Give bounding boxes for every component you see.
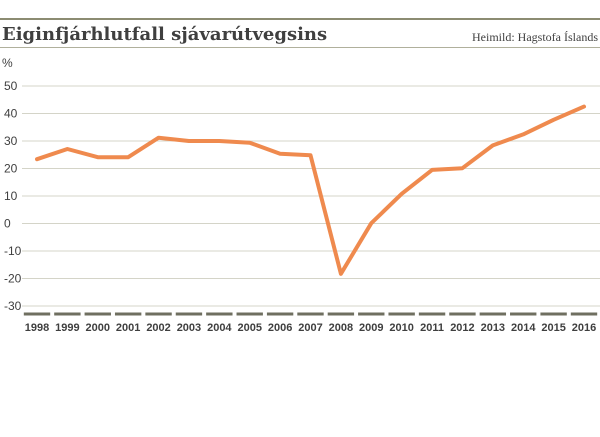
data-point: [310, 154, 311, 156]
y-tick-labels: 50 40 30 20 10 0 -10 -20 -30: [4, 79, 22, 313]
x-tick-label: 2011: [420, 322, 444, 334]
data-point: [583, 106, 585, 108]
y-tick-label: 10: [4, 189, 18, 203]
data-point: [370, 222, 372, 224]
y-axis-label: %: [2, 56, 13, 70]
y-tick-label: -30: [4, 299, 22, 313]
top-rule: [0, 18, 600, 20]
y-tick-label: 20: [4, 162, 18, 176]
data-point: [553, 119, 555, 121]
data-point: [279, 153, 281, 155]
data-point: [218, 140, 220, 142]
data-point: [249, 142, 251, 144]
x-tick-labels: 1998 1999 2000 2001 2002 2003 2004 2005 2006 2007…: [25, 322, 596, 334]
data-point: [36, 158, 38, 160]
data-point: [97, 156, 99, 158]
x-tick-label: 2007: [298, 322, 322, 334]
data-point: [340, 273, 342, 275]
y-tick-label: -20: [4, 272, 22, 286]
x-tick-label: 2014: [511, 322, 536, 334]
x-tick-label: 1998: [25, 322, 49, 334]
x-tick-label: 2008: [329, 322, 353, 334]
x-tick-label: 2003: [177, 322, 201, 334]
x-tick-label: 2016: [572, 322, 596, 334]
data-point: [127, 156, 129, 158]
data-point: [66, 148, 68, 150]
series-line: [35, 104, 586, 276]
data-point: [492, 144, 494, 146]
series-layer: [35, 104, 586, 276]
x-tick-label: 2009: [359, 322, 383, 334]
data-point: [431, 169, 433, 171]
y-tick-label: 40: [4, 107, 18, 121]
x-axis-baseline: [22, 305, 600, 316]
x-tick-label: 2015: [541, 322, 565, 334]
header-rule: [0, 47, 600, 48]
x-tick-label: 2010: [389, 322, 413, 334]
x-tick-label: 2004: [207, 322, 232, 334]
y-tick-label: 0: [4, 217, 11, 231]
x-tick-label: 2005: [237, 322, 261, 334]
data-point: [522, 133, 524, 135]
y-tick-label: -10: [4, 244, 22, 258]
y-tick-label: 50: [4, 79, 18, 93]
data-point: [401, 193, 403, 195]
x-tick-label: 2000: [86, 322, 110, 334]
x-tick-label: 2001: [116, 322, 140, 334]
x-tick-label: 2002: [146, 322, 170, 334]
y-tick-label: 30: [4, 134, 18, 148]
chart-title: Eiginfjárhlutfall sjávarútvegsins: [2, 24, 328, 45]
x-tick-label: 2006: [268, 322, 292, 334]
x-tick-label: 2013: [481, 322, 505, 334]
data-point: [461, 167, 463, 169]
data-point: [188, 140, 190, 142]
x-tick-label: 1999: [55, 322, 79, 334]
grid-lines: [22, 85, 600, 279]
x-tick-label: 2012: [450, 322, 474, 334]
source-note: Heimild: Hagstofa Íslands: [472, 30, 598, 44]
data-point: [158, 137, 160, 139]
